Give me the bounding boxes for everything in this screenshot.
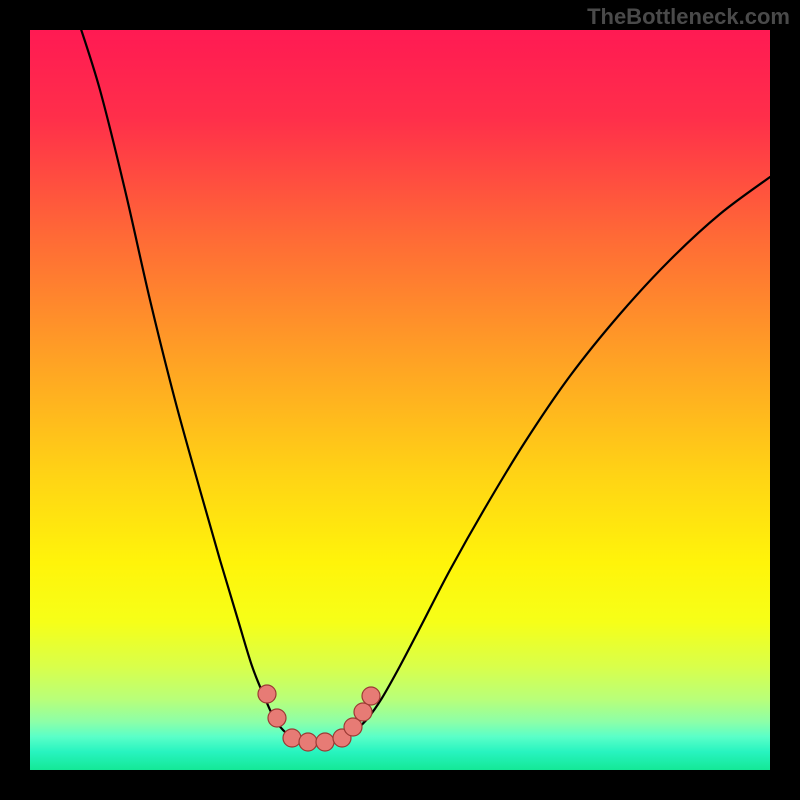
data-marker (299, 733, 317, 751)
data-marker (316, 733, 334, 751)
data-marker (354, 703, 372, 721)
data-marker (283, 729, 301, 747)
bottleneck-curve (78, 30, 770, 742)
data-marker (258, 685, 276, 703)
plot-area (30, 30, 770, 770)
data-marker (362, 687, 380, 705)
chart-frame: TheBottleneck.com (0, 0, 800, 800)
curve-layer (30, 30, 770, 770)
data-marker (268, 709, 286, 727)
marker-group (258, 685, 380, 751)
watermark-text: TheBottleneck.com (587, 4, 790, 30)
